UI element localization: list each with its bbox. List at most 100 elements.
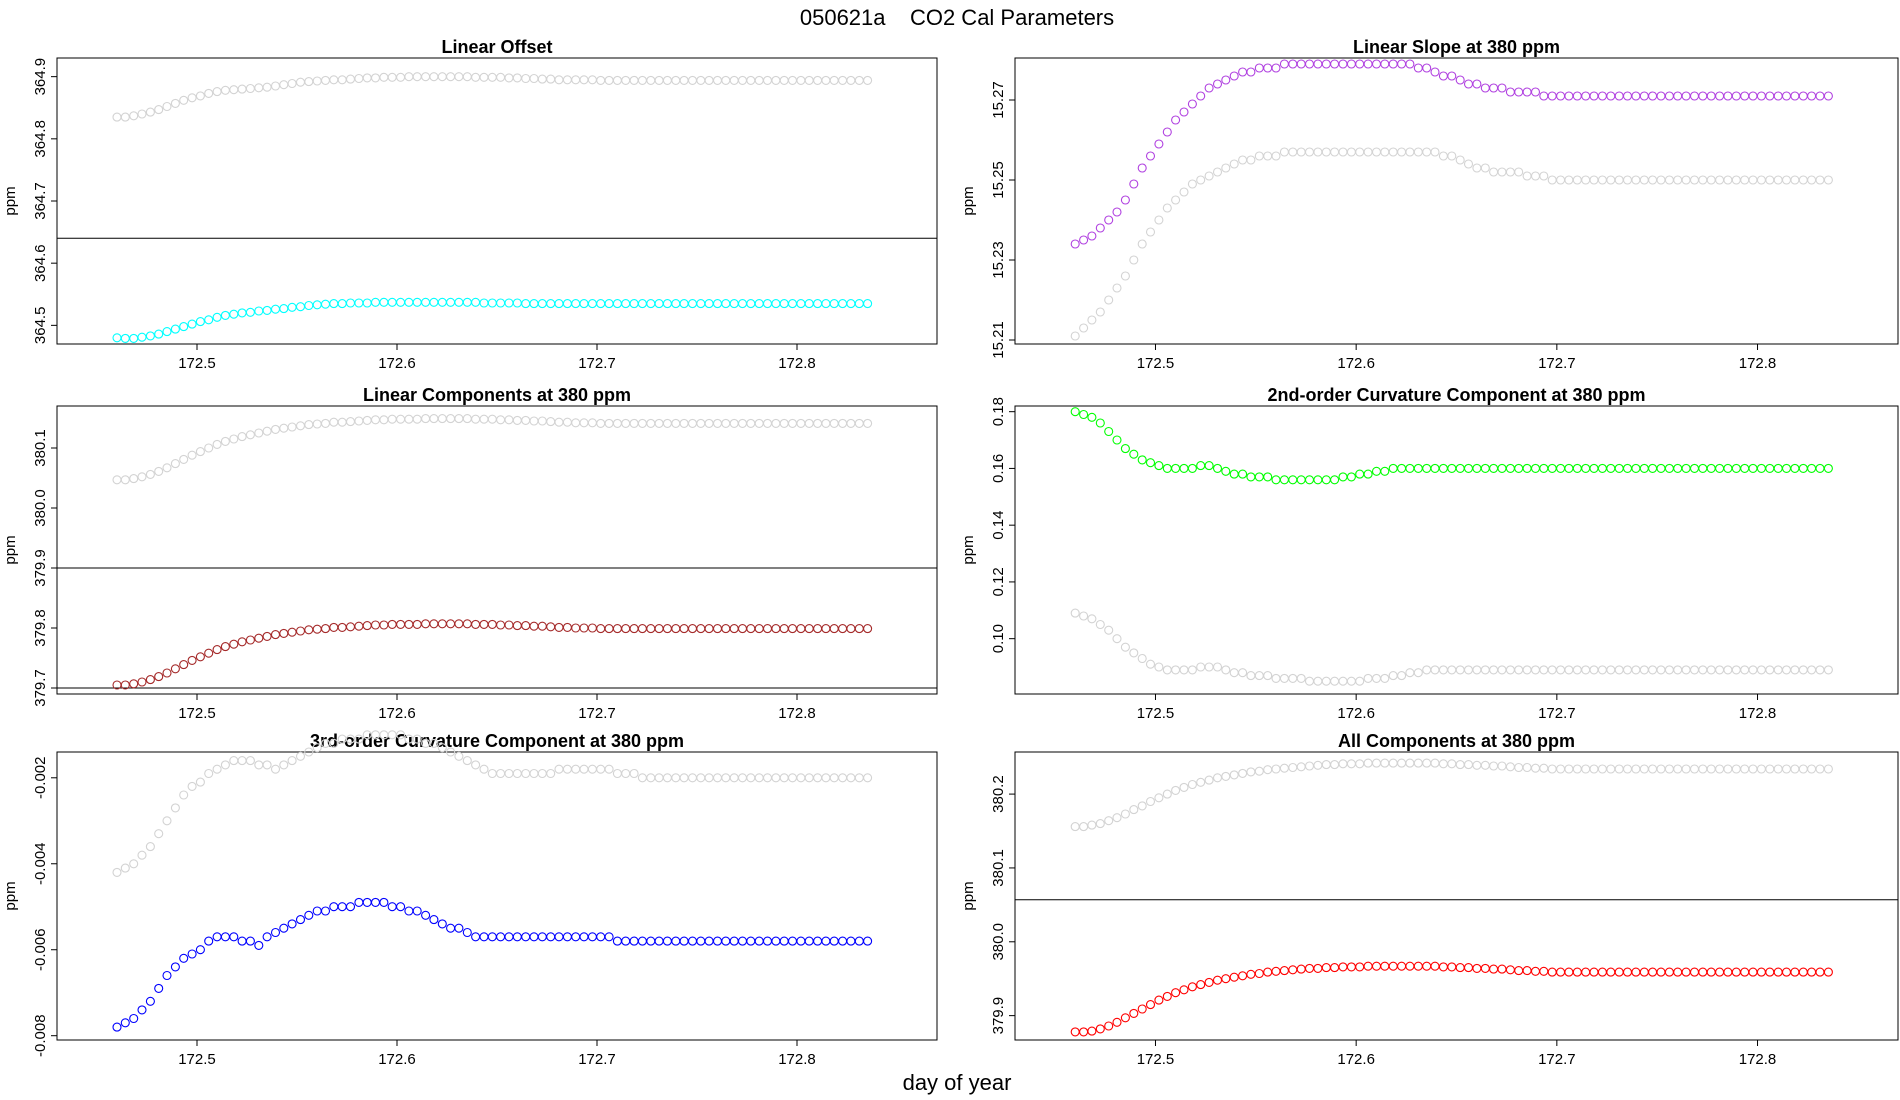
data-point	[137, 850, 147, 860]
data-point	[612, 299, 622, 309]
data-point	[1095, 307, 1105, 317]
data-point	[496, 72, 506, 82]
data-point	[312, 419, 322, 429]
data-point	[712, 624, 723, 634]
data-point	[1522, 762, 1532, 773]
data-point	[804, 773, 814, 783]
data-point	[637, 936, 647, 946]
data-point	[596, 418, 606, 428]
data-point	[1748, 175, 1758, 185]
data-point	[679, 75, 689, 85]
data-point	[379, 620, 389, 630]
data-point	[529, 932, 539, 942]
data-point	[662, 299, 672, 309]
data-point	[320, 624, 331, 634]
y-tick-label: 0.12	[990, 567, 1007, 596]
data-point	[846, 418, 856, 428]
data-point	[587, 764, 597, 774]
data-point	[1221, 665, 1231, 675]
data-point	[462, 756, 472, 766]
data-point	[187, 781, 197, 791]
data-point	[254, 633, 264, 643]
data-point	[1346, 962, 1356, 972]
data-point	[1530, 87, 1541, 97]
data-point	[437, 619, 447, 629]
data-point	[829, 773, 839, 783]
data-point	[1154, 215, 1164, 225]
data-point	[1397, 147, 1407, 157]
data-point	[1589, 463, 1599, 473]
data-point	[1748, 967, 1758, 977]
data-point	[1204, 83, 1214, 93]
data-point	[1313, 963, 1323, 973]
y-tick-label: 15.25	[990, 161, 1007, 199]
data-point	[1346, 59, 1356, 69]
data-point	[446, 297, 456, 307]
data-point	[179, 660, 189, 670]
data-point	[112, 112, 122, 122]
data-point	[1723, 463, 1733, 473]
data-point	[1597, 967, 1607, 977]
data-point	[1371, 673, 1382, 683]
data-point	[1547, 665, 1557, 675]
data-point	[245, 430, 255, 440]
data-point	[679, 773, 689, 783]
data-point	[496, 415, 506, 425]
data-point	[537, 74, 547, 84]
y-tick-label: 0.16	[990, 454, 1007, 483]
data-point	[854, 75, 864, 85]
data-point	[1263, 967, 1273, 977]
series-previous	[1070, 147, 1833, 341]
data-point	[337, 622, 347, 632]
data-point	[129, 1013, 139, 1024]
data-point	[354, 621, 364, 631]
data-point	[1648, 967, 1658, 977]
data-point	[1104, 816, 1114, 826]
data-point	[1472, 79, 1482, 89]
data-point	[1137, 801, 1147, 811]
data-point	[546, 299, 556, 309]
data-point	[671, 624, 681, 634]
data-point	[554, 417, 564, 427]
data-point	[462, 619, 472, 629]
data-point	[471, 72, 481, 82]
data-point	[220, 436, 230, 446]
data-point	[604, 418, 614, 428]
data-point	[637, 624, 647, 634]
data-point	[1530, 966, 1541, 976]
data-point	[1330, 147, 1340, 157]
data-point	[304, 747, 314, 757]
data-point	[279, 628, 289, 638]
data-point	[1581, 665, 1591, 675]
data-point	[1740, 175, 1750, 185]
series-current	[112, 897, 873, 1032]
data-point	[762, 773, 773, 783]
data-point	[471, 932, 481, 942]
data-point	[813, 75, 823, 85]
series-current	[112, 297, 873, 343]
data-point	[1547, 175, 1557, 185]
data-point	[487, 768, 497, 779]
data-point	[1338, 147, 1348, 157]
data-point	[1120, 809, 1130, 819]
panel-grid: Linear Offset ppm 172.5 172.6 172.7 172.8 364.…	[2, 37, 1899, 1068]
data-point	[696, 773, 706, 783]
data-point	[746, 75, 756, 85]
data-point	[329, 902, 339, 912]
data-point	[1313, 59, 1323, 69]
data-point	[1137, 163, 1147, 173]
data-point	[337, 299, 347, 309]
data-point	[1447, 463, 1457, 473]
data-point	[437, 414, 447, 424]
data-point	[1807, 463, 1817, 473]
data-point	[229, 932, 239, 942]
data-point	[1731, 463, 1741, 473]
data-point	[237, 936, 247, 946]
data-point	[1371, 147, 1382, 157]
data-point	[1572, 665, 1582, 675]
data-point	[354, 73, 364, 84]
data-point	[112, 1022, 122, 1032]
data-point	[621, 936, 631, 946]
data-point	[379, 415, 389, 425]
data-point	[612, 936, 622, 946]
